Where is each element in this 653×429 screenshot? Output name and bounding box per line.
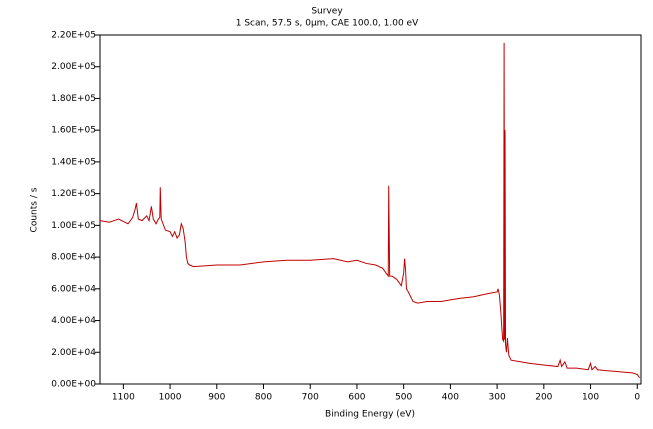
x-tick-label: 100 xyxy=(582,393,599,403)
y-axis-label: Counts / s xyxy=(30,187,40,232)
x-tick-label: 300 xyxy=(489,393,506,403)
y-tick-label: 6.00E+04 xyxy=(51,284,96,294)
y-tick-label: 0.00E+00 xyxy=(51,380,96,390)
spectrum-line xyxy=(99,42,641,378)
x-tick-label: 400 xyxy=(442,393,459,403)
x-tick-label: 0 xyxy=(634,393,640,403)
y-tick-label: 1.40E+05 xyxy=(51,157,96,167)
x-tick-label: 1000 xyxy=(159,393,182,403)
y-tick-label: 1.80E+05 xyxy=(51,94,96,104)
chart-subtitle: 1 Scan, 57.5 s, 0µm, CAE 100.0, 1.00 eV xyxy=(236,19,419,29)
plot-frame xyxy=(99,34,642,385)
x-tick-label: 700 xyxy=(302,393,319,403)
y-tick-label: 1.20E+05 xyxy=(51,189,96,199)
y-tick-label: 2.00E+05 xyxy=(51,62,96,72)
y-tick-label: 1.60E+05 xyxy=(51,126,96,136)
x-tick-label: 200 xyxy=(535,393,552,403)
x-tick-label: 800 xyxy=(255,393,272,403)
y-tick-label: 4.00E+04 xyxy=(51,316,96,326)
y-tick-label: 2.00E+04 xyxy=(51,348,96,358)
y-tick-label: 2.20E+05 xyxy=(51,31,96,41)
y-tick-label: 8.00E+04 xyxy=(51,253,96,263)
x-tick-label: 900 xyxy=(208,393,225,403)
x-tick-label: 1100 xyxy=(112,393,135,403)
x-tick-label: 600 xyxy=(348,393,365,403)
y-tick-label: 1.00E+05 xyxy=(51,221,96,231)
x-axis-label: Binding Energy (eV) xyxy=(325,410,415,420)
x-tick-label: 500 xyxy=(395,393,412,403)
chart-title: Survey xyxy=(311,7,343,17)
